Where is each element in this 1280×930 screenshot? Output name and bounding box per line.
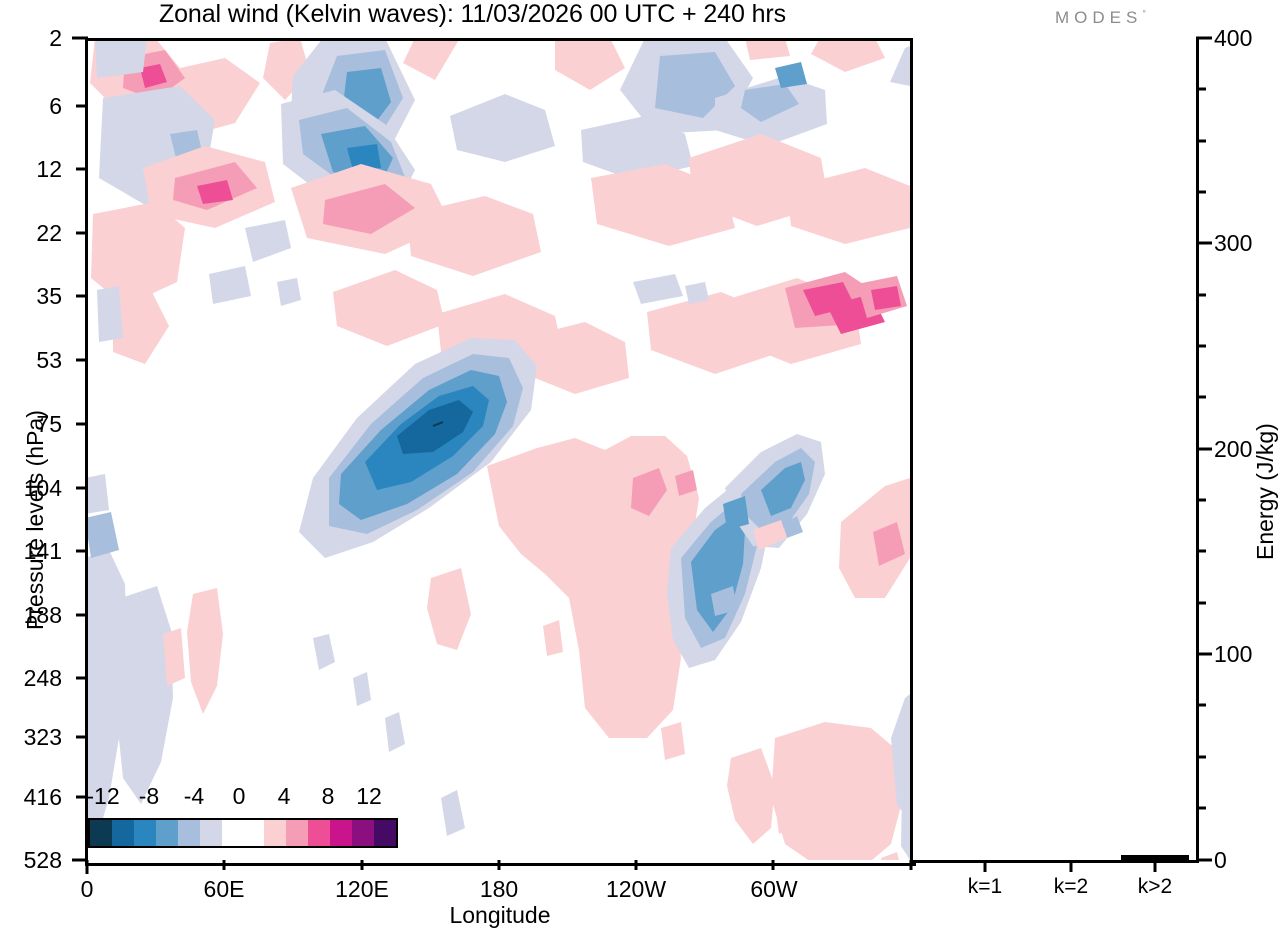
contour-plot-area — [85, 38, 910, 860]
contour-plot-frame — [85, 38, 916, 866]
y-tick-label: 12 — [36, 156, 62, 182]
y-tick-label: 35 — [36, 283, 62, 309]
y-tick-label: 6 — [49, 93, 62, 119]
colorbar-swatch — [374, 820, 397, 846]
page-title: Zonal wind (Kelvin waves): 11/03/2026 00… — [158, 0, 787, 28]
modes-logo: MODES° — [1055, 8, 1146, 28]
colorbar-swatch — [351, 820, 374, 846]
k-tick-label: k=1 — [967, 875, 1003, 898]
colorbar-swatch — [222, 820, 264, 846]
energy-tick-label: 200 — [1214, 436, 1253, 462]
y-tick-label: 22 — [36, 220, 62, 246]
colorbar-swatch — [200, 820, 223, 846]
colorbar-tick: 0 — [232, 783, 246, 809]
energy-baseline — [910, 860, 1199, 863]
y-tick-label: 188 — [23, 602, 62, 628]
y-tick-label: 53 — [36, 347, 62, 373]
energy-bars — [913, 38, 1196, 860]
colorbar-swatch — [263, 820, 286, 846]
colorbar-swatch — [156, 820, 179, 846]
energy-bar-kgt2 — [1121, 855, 1189, 860]
energy-tick-label: 0 — [1214, 847, 1227, 873]
k-tick-label: k>2 — [1137, 875, 1173, 898]
k-tick-label: k=2 — [1053, 875, 1089, 898]
y-tick-marks — [72, 36, 88, 862]
colorbar-swatch — [134, 820, 157, 846]
k-tick-marks — [983, 860, 1157, 872]
colorbar-swatch — [178, 820, 201, 846]
y-axis-title: Pressure levels (hPa) — [22, 410, 48, 630]
colorbar-swatch — [307, 820, 330, 846]
x-tick-label: 120E — [335, 876, 389, 902]
colorbar-tick: -8 — [138, 783, 160, 809]
colorbar-swatch — [112, 820, 135, 846]
energy-tick-label: 400 — [1214, 25, 1253, 51]
panel-divider — [910, 38, 913, 863]
energy-tick-label: 300 — [1214, 230, 1253, 256]
y-tick-label: 248 — [23, 665, 62, 691]
energy-bar-k2 — [1037, 858, 1105, 860]
y-tick-label: 2 — [49, 25, 62, 51]
y-tick-label: 528 — [23, 847, 62, 873]
energy-tick-label: 100 — [1214, 641, 1253, 667]
energy-tick-marks — [1196, 36, 1212, 862]
x-tick-label: 60W — [750, 876, 798, 902]
y-tick-label: 323 — [23, 724, 62, 750]
x-tick-label: 120W — [605, 876, 667, 902]
x-axis-title: Longitude — [449, 902, 551, 928]
colorbar-swatch — [329, 820, 352, 846]
x-tick-label: 60E — [203, 876, 245, 902]
colorbar-swatch — [285, 820, 308, 846]
colorbar-tick: -4 — [183, 783, 205, 809]
x-tick-label: 180 — [479, 876, 519, 902]
colorbar-tick: -12 — [86, 783, 120, 809]
energy-axis-title: Energy (J/kg) — [1252, 423, 1278, 560]
energy-bar-k1 — [951, 858, 1019, 860]
y-tick-label: 416 — [23, 784, 62, 810]
y-tick-label: 141 — [23, 538, 62, 564]
modes-wordmark: MODES — [1055, 8, 1143, 27]
colorbar-swatch — [90, 820, 113, 846]
colorbar — [88, 818, 398, 848]
y-tick-label: 104 — [23, 475, 62, 501]
y-tick-label: 75 — [36, 411, 62, 437]
zonal-wind-contour-field — [85, 38, 910, 860]
colorbar-tick: 8 — [321, 783, 335, 809]
colorbar-tick: 4 — [277, 783, 291, 809]
colorbar-tick: 12 — [356, 783, 382, 809]
energy-plot-area — [913, 38, 1196, 860]
x-tick-marks — [85, 860, 913, 874]
x-tick-label: 0 — [80, 876, 94, 902]
modes-mark: ° — [1142, 8, 1146, 19]
